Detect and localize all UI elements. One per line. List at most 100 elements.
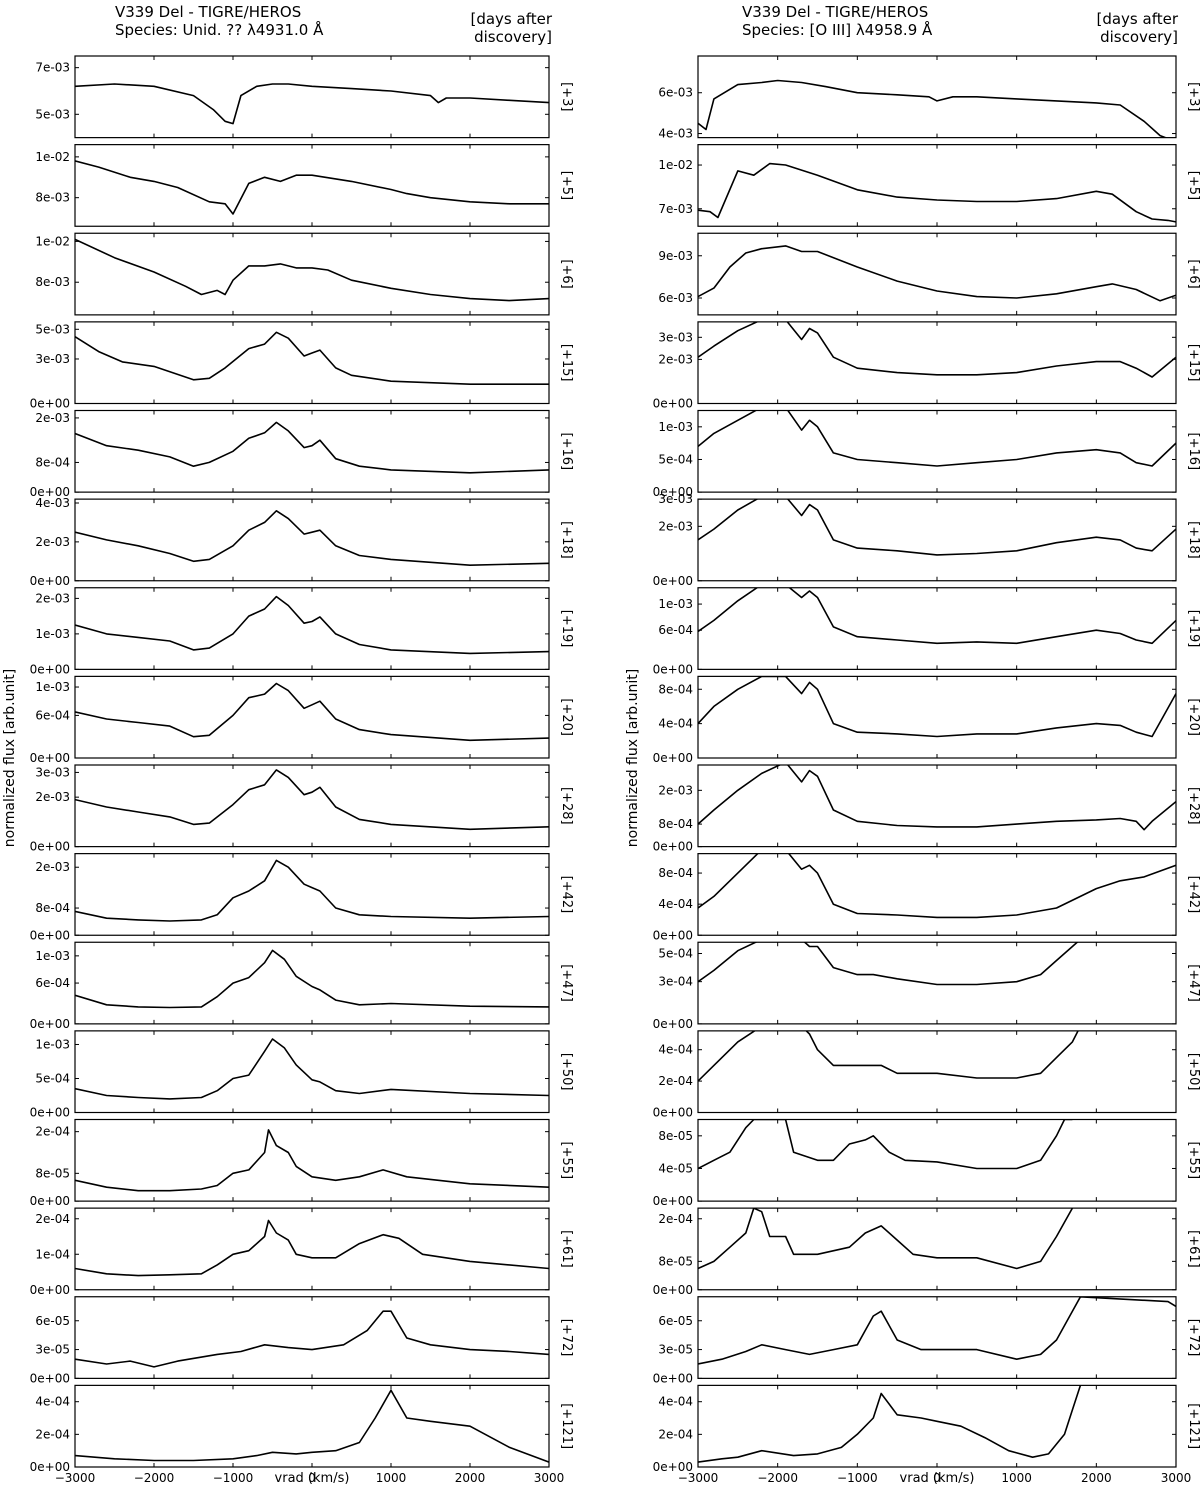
right-epoch-label: [+3] xyxy=(1186,82,1200,111)
left-subplot-frame xyxy=(74,144,550,227)
y-tick-label: 5e-04 xyxy=(35,1071,70,1085)
left-epoch-label: [+3] xyxy=(559,82,574,111)
left-spectrum-line xyxy=(75,1038,549,1100)
left-subplot-3: 8e-03 1e-02 [+6] xyxy=(35,232,574,316)
y-tick-label: 2e-03 xyxy=(35,535,70,549)
left-spectrum-line xyxy=(75,682,549,742)
y-tick-label: 0e+00 xyxy=(653,928,693,942)
right-x-tick-label: −2000 xyxy=(757,1471,798,1485)
y-tick-label: 0e+00 xyxy=(653,1017,693,1031)
left-spectrum-line xyxy=(75,83,549,125)
y-tick-label: 6e-05 xyxy=(658,1314,693,1328)
right-subplot-frame xyxy=(697,675,1177,759)
left-epoch-label: [+50] xyxy=(559,1053,574,1091)
right-epoch-label: [+18] xyxy=(1186,521,1200,559)
left-x-tick-label: 3000 xyxy=(534,1471,565,1485)
right-subplot-frame xyxy=(697,144,1177,227)
right-subplot-frame xyxy=(697,853,1177,936)
y-tick-label: 2e-04 xyxy=(35,1212,70,1226)
y-tick-label: 6e-04 xyxy=(35,708,70,722)
right-subplot-2: 7e-03 1e-02 [+5] xyxy=(658,144,1200,227)
left-epoch-label: [+16] xyxy=(559,433,574,471)
left-x-tick-label: 2000 xyxy=(455,1471,486,1485)
right-subplot-3: 6e-03 9e-03 [+6] xyxy=(658,232,1200,316)
right-subplot-6: 0e+00 2e-03 3e-03 [+18] xyxy=(653,492,1200,588)
y-tick-label: 0e+00 xyxy=(653,1106,693,1120)
y-tick-label: 5e-03 xyxy=(35,107,70,121)
y-tick-label: 6e-03 xyxy=(658,291,693,305)
left-title-line1: V339 Del - TIGRE/HEROS xyxy=(115,3,302,21)
y-tick-label: 4e-03 xyxy=(35,496,70,510)
y-tick-label: 0e+00 xyxy=(653,397,693,411)
right-subplot-4: 0e+00 2e-03 3e-03 [+15] xyxy=(653,321,1200,411)
y-tick-label: 8e-05 xyxy=(658,1254,693,1268)
y-tick-label: 8e-05 xyxy=(658,1129,693,1143)
right-epoch-label: [+55] xyxy=(1186,1142,1200,1180)
right-title-line1: V339 Del - TIGRE/HEROS xyxy=(742,3,929,21)
right-subplot-14: 0e+00 8e-05 2e-04 [+61] xyxy=(653,1207,1200,1297)
right-spectrum-line xyxy=(698,162,1176,223)
right-days-header-line2: discovery] xyxy=(1100,28,1178,46)
right-spectrum-line xyxy=(698,942,1079,986)
y-tick-label: 6e-03 xyxy=(658,86,693,100)
left-subplot-frame xyxy=(74,1296,550,1379)
y-tick-label: 2e-03 xyxy=(35,860,70,874)
y-tick-label: 4e-04 xyxy=(658,1043,693,1057)
left-subplot-6: 0e+00 2e-03 4e-03 [+18] xyxy=(30,496,574,588)
y-tick-label: 5e-04 xyxy=(658,947,693,961)
left-days-header-line1: [days after xyxy=(470,10,552,28)
left-x-tick-label: 1000 xyxy=(376,1471,407,1485)
right-epoch-label: [+6] xyxy=(1186,259,1200,288)
y-tick-label: 5e-04 xyxy=(658,452,693,466)
y-tick-label: 0e+00 xyxy=(30,840,70,854)
right-epoch-label: [+5] xyxy=(1186,171,1200,200)
left-subplot-1: 5e-03 7e-03 [+3] xyxy=(35,55,574,139)
right-y-axis-label: normalized flux [arb.unit] xyxy=(625,669,641,847)
y-tick-label: 2e-03 xyxy=(658,352,693,366)
y-tick-label: 3e-05 xyxy=(658,1343,693,1357)
left-subplot-frame xyxy=(74,1207,550,1291)
y-tick-label: 5e-03 xyxy=(35,322,70,336)
left-subplot-frame xyxy=(74,675,550,759)
y-tick-label: 4e-05 xyxy=(658,1161,693,1175)
left-subplot-frame xyxy=(74,1384,550,1468)
y-tick-label: 2e-04 xyxy=(35,1427,70,1441)
left-subplot-frame xyxy=(74,1118,550,1202)
y-tick-label: 1e-03 xyxy=(658,420,693,434)
left-epoch-label: [+5] xyxy=(559,171,574,200)
y-tick-label: 0e+00 xyxy=(653,840,693,854)
right-subplot-frame xyxy=(697,498,1177,582)
left-spectrum-line xyxy=(75,421,549,474)
right-epoch-label: [+121] xyxy=(1186,1403,1200,1449)
y-tick-label: 4e-04 xyxy=(35,1395,70,1409)
left-subplot-frame xyxy=(74,55,550,139)
right-x-axis-label: vrad (km/s) xyxy=(900,1471,975,1485)
y-tick-label: 0e+00 xyxy=(30,1106,70,1120)
y-tick-label: 1e-03 xyxy=(35,680,70,694)
y-tick-label: 1e-02 xyxy=(658,158,693,172)
y-tick-label: 8e-04 xyxy=(658,817,693,831)
left-days-header-line2: discovery] xyxy=(474,28,552,46)
right-epoch-label: [+16] xyxy=(1186,433,1200,471)
right-subplot-frame xyxy=(697,1118,1177,1202)
right-spectrum-line xyxy=(698,79,1168,138)
y-tick-label: 6e-04 xyxy=(658,623,693,637)
left-x-tick-label: −2000 xyxy=(134,1471,175,1485)
y-tick-label: 4e-03 xyxy=(658,127,693,141)
y-tick-label: 0e+00 xyxy=(30,485,70,499)
right-subplot-1: 4e-03 6e-03 [+3] xyxy=(658,55,1200,141)
left-epoch-label: [+19] xyxy=(559,610,574,648)
left-epoch-label: [+20] xyxy=(559,698,574,736)
right-subplot-frame xyxy=(697,55,1177,139)
left-epoch-label: [+6] xyxy=(559,259,574,288)
left-subplot-10: 0e+00 8e-04 2e-03 [+42] xyxy=(30,853,574,942)
left-subplot-8: 0e+00 6e-04 1e-03 [+20] xyxy=(30,675,574,765)
y-tick-label: 2e-04 xyxy=(658,1427,693,1441)
left-title-line2: Species: Unid. ?? λ4931.0 Å xyxy=(115,21,324,39)
y-tick-label: 6e-04 xyxy=(35,976,70,990)
y-tick-label: 0e+00 xyxy=(30,662,70,676)
y-tick-label: 7e-03 xyxy=(35,61,70,75)
left-subplot-frame xyxy=(74,941,550,1025)
left-x-axis-label: vrad (km/s) xyxy=(275,1471,350,1485)
right-x-tick-label: 2000 xyxy=(1081,1471,1112,1485)
